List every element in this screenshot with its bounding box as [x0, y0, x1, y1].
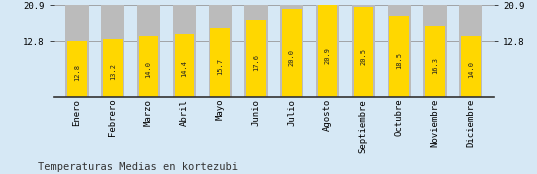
Bar [318, 5, 337, 97]
Bar [461, 36, 481, 97]
Bar [459, 5, 482, 97]
Bar [211, 28, 230, 97]
Text: 16.3: 16.3 [432, 57, 438, 74]
Text: 18.5: 18.5 [396, 52, 402, 69]
Bar [66, 5, 89, 97]
Bar [208, 5, 232, 97]
Bar [246, 20, 266, 97]
Text: Temperaturas Medias en kortezubi: Temperaturas Medias en kortezubi [38, 162, 237, 172]
Text: 13.2: 13.2 [110, 63, 116, 80]
Bar [388, 5, 411, 97]
Bar [173, 5, 196, 97]
Bar [353, 7, 373, 97]
Text: 17.6: 17.6 [253, 54, 259, 71]
Bar [352, 5, 375, 97]
Bar [423, 5, 447, 97]
Bar [139, 36, 158, 97]
Text: 20.9: 20.9 [324, 48, 331, 65]
Text: 12.8: 12.8 [74, 64, 80, 81]
Bar [389, 16, 409, 97]
Text: 15.7: 15.7 [217, 58, 223, 75]
Bar [103, 39, 122, 97]
Bar [137, 5, 160, 97]
Text: 20.0: 20.0 [289, 49, 295, 66]
Bar [244, 5, 267, 97]
Bar [316, 5, 339, 97]
Text: 20.5: 20.5 [360, 48, 366, 65]
Bar [425, 26, 445, 97]
Bar [101, 5, 125, 97]
Text: 14.0: 14.0 [468, 61, 474, 78]
Text: 14.0: 14.0 [146, 61, 151, 78]
Bar [67, 41, 87, 97]
Bar [282, 9, 302, 97]
Bar [280, 5, 303, 97]
Bar [175, 34, 194, 97]
Text: 14.4: 14.4 [182, 60, 187, 77]
